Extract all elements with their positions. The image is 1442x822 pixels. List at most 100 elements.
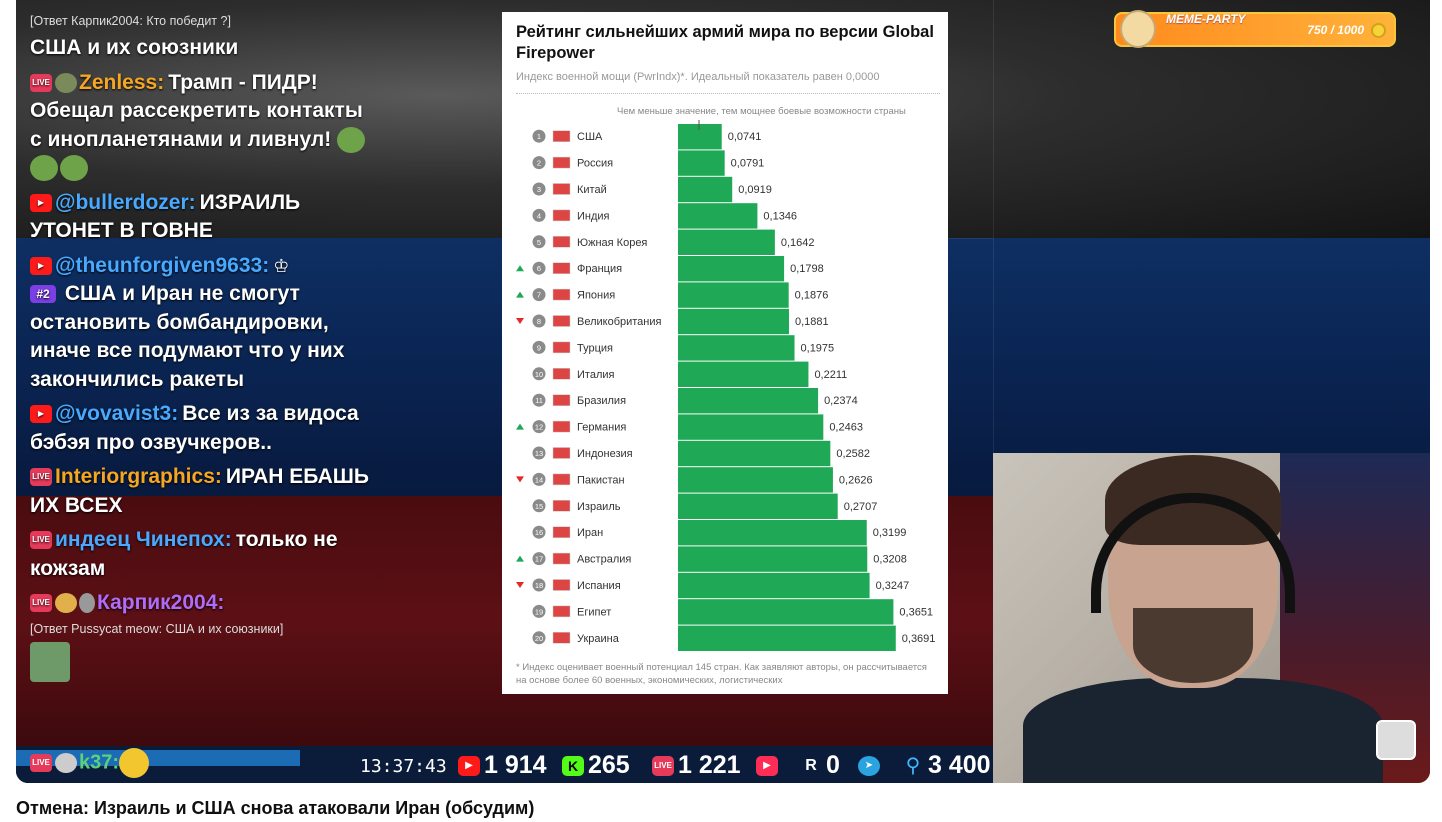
stream-frame[interactable]: [Ответ Карпик2004: Кто победит ?] США и … bbox=[16, 0, 1430, 783]
bar bbox=[678, 124, 722, 150]
vk-live-badge-icon: LIVE bbox=[30, 73, 52, 92]
rank-number: 20 bbox=[535, 634, 543, 643]
stream-stats-bar: LIVE k37: 13:37:43 ▶ 1 914 K 265 LIVE 1 221 … bbox=[16, 746, 993, 783]
frog-emote-icon bbox=[60, 155, 88, 182]
rank-circle bbox=[532, 472, 546, 486]
bar bbox=[678, 599, 894, 625]
value-label: 0,2374 bbox=[824, 395, 858, 407]
rank-number: 6 bbox=[537, 264, 541, 273]
chat-username[interactable]: Карпик2004: bbox=[97, 591, 225, 614]
rank-circle bbox=[532, 631, 546, 645]
rank-circle bbox=[532, 446, 546, 460]
value-label: 0,1975 bbox=[801, 342, 835, 354]
country-label: Украина bbox=[577, 633, 620, 645]
vk-live-icon: LIVE bbox=[652, 756, 674, 777]
chat-text: США и Иран не смогут остановить бомбанди… bbox=[30, 282, 345, 391]
user-icon: ⚲ bbox=[905, 755, 921, 778]
value-label: 0,2582 bbox=[836, 448, 870, 460]
chat-username[interactable]: Interiorgraphics: bbox=[55, 465, 222, 488]
country-label: Пакистан bbox=[577, 474, 625, 486]
rank-number: 19 bbox=[535, 607, 543, 616]
vk-live-badge-icon: LIVE bbox=[30, 531, 52, 550]
chat-message: LIVE Zenless: Трамп - ПИДР! Обещал рассекр… bbox=[30, 69, 380, 183]
chat-username[interactable]: k37: bbox=[79, 751, 120, 774]
chat-message: ▶ @theunforgiven9633: ♔ #2 США и Иран не с… bbox=[30, 252, 380, 395]
chat-message: LIVE индеец Чинепох: только не кожзам bbox=[30, 526, 380, 583]
chat-username[interactable]: индеец Чинепох: bbox=[55, 528, 232, 551]
trend-down-icon bbox=[516, 476, 524, 483]
chat-reply-reference: [Ответ Карпик2004: Кто победит ?] bbox=[30, 14, 231, 28]
country-label: Южная Корея bbox=[577, 237, 647, 249]
live-chat: [Ответ Карпик2004: Кто победит ?] США и … bbox=[30, 12, 380, 682]
value-label: 0,0919 bbox=[738, 184, 772, 196]
country-label: Великобритания bbox=[577, 316, 662, 328]
rank-circle bbox=[532, 340, 546, 354]
chat-message: LIVE k37: bbox=[30, 748, 151, 778]
value-label: 0,3651 bbox=[899, 606, 933, 618]
flag-icon bbox=[552, 156, 571, 169]
rank-badge: #2 bbox=[30, 285, 56, 304]
value-label: 0,3691 bbox=[902, 633, 936, 645]
flag-icon bbox=[552, 605, 571, 618]
bar bbox=[678, 282, 789, 308]
rank-circle bbox=[532, 129, 546, 143]
bar bbox=[678, 414, 824, 440]
country-label: Япония bbox=[577, 290, 615, 302]
bar bbox=[678, 335, 795, 361]
value-label: 0,3208 bbox=[873, 554, 907, 566]
chat-username[interactable]: Zenless: bbox=[79, 70, 165, 94]
rank-number: 5 bbox=[537, 238, 541, 247]
rutube-count: 0 bbox=[826, 751, 840, 779]
kick-count: 265 bbox=[588, 751, 630, 779]
rank-circle bbox=[532, 604, 546, 618]
chart-title: Рейтинг сильнейших армий мира по версии … bbox=[516, 23, 934, 62]
user-emoji-icon bbox=[79, 593, 95, 614]
value-label: 0,1881 bbox=[795, 316, 829, 328]
bar bbox=[678, 572, 870, 599]
rank-number: 16 bbox=[535, 528, 543, 537]
rank-number: 3 bbox=[537, 185, 541, 194]
country-label: Бразилия bbox=[577, 395, 626, 407]
chat-username[interactable]: @vovavist3: bbox=[55, 402, 179, 425]
vk-live-count: 1 221 bbox=[678, 751, 741, 779]
trend-down-icon bbox=[516, 582, 524, 588]
trend-up-icon bbox=[516, 265, 524, 272]
bar bbox=[678, 361, 809, 387]
divider bbox=[516, 93, 940, 94]
rank-number: 1 bbox=[537, 132, 541, 141]
rank-circle bbox=[532, 393, 546, 407]
country-label: Франция bbox=[577, 263, 622, 275]
bar bbox=[678, 150, 725, 176]
flag-icon bbox=[552, 526, 571, 538]
chat-text: только не кожзам bbox=[30, 528, 338, 580]
rank-circle bbox=[532, 552, 546, 566]
rank-number: 4 bbox=[537, 211, 541, 220]
chat-message: LIVE Interiorgraphics: ИРАН ЕБАШЬ ИХ ВСЕХ bbox=[30, 463, 380, 520]
telegram: ➤ bbox=[858, 751, 884, 780]
rank-number: 12 bbox=[535, 423, 543, 432]
channel-avatar[interactable] bbox=[1376, 720, 1416, 760]
country-label: Австралия bbox=[577, 554, 631, 566]
rank-circle bbox=[532, 288, 546, 302]
rank-number: 2 bbox=[537, 159, 541, 168]
video-title[interactable]: Отмена: Израиль и США снова атаковали Ир… bbox=[16, 798, 535, 818]
youtube-badge-icon: ▶ bbox=[30, 256, 52, 275]
flag-icon bbox=[552, 209, 571, 222]
bar bbox=[678, 203, 758, 229]
rank-circle bbox=[532, 182, 546, 196]
bar bbox=[678, 493, 838, 519]
user-emoji-icon bbox=[55, 72, 77, 93]
value-label: 0,2707 bbox=[844, 501, 878, 513]
telegram-icon: ➤ bbox=[858, 756, 880, 777]
webcam-feed bbox=[993, 453, 1430, 783]
flag-icon bbox=[552, 500, 571, 512]
rank-circle bbox=[532, 156, 546, 170]
meme-party-label: MEME-PARTY bbox=[1166, 12, 1246, 26]
chat-username[interactable]: @bullerdozer: bbox=[55, 190, 196, 214]
rank-number: 11 bbox=[535, 396, 543, 405]
chat-username[interactable]: @theunforgiven9633: bbox=[55, 253, 270, 277]
value-label: 0,0741 bbox=[728, 131, 762, 143]
doge-avatar-icon bbox=[1120, 10, 1156, 48]
chat-message: США и их союзники bbox=[30, 34, 380, 63]
bar bbox=[678, 176, 733, 203]
